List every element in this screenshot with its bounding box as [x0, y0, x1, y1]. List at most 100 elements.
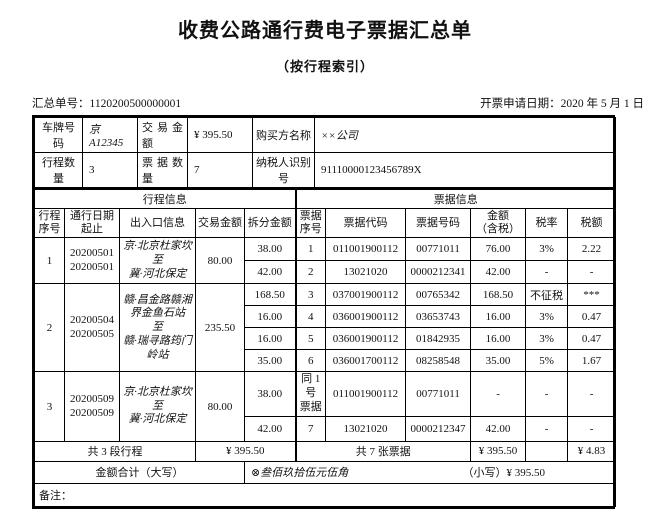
trip-amount-cell: 80.00: [195, 237, 245, 285]
col-header-code: 票据代码: [325, 207, 407, 239]
ticket-split-cell: 168.50: [243, 283, 297, 307]
ticket-tax-cell: -: [567, 371, 617, 417]
ticket-number-cell: 0000212347: [405, 415, 472, 442]
ticket-seq-cell: 6: [294, 349, 327, 373]
trip-ticket-table: 行程信息 票据信息 行程 序号 通行日期 起止 出入口信息 交易金额 拆分金额 …: [33, 189, 617, 507]
info-row-1: 车牌号码 京 A12345 交易金额 ¥ 395.50 购买方名称 ××公司: [34, 117, 616, 153]
trip-route-cell: 京·北京杜家坎 至 冀·河北保定: [119, 371, 196, 442]
buyer-info-table: 车牌号码 京 A12345 交易金额 ¥ 395.50 购买方名称 ××公司 行…: [34, 117, 616, 189]
table-row: 3 20200509 20200509 京·北京杜家坎 至 冀·河北保定 80.…: [34, 371, 617, 442]
ticket-amount-cell: 168.50: [470, 283, 527, 307]
ticket-rate-cell: -: [525, 371, 569, 417]
grand-total-row: 金额合计（大写） ⊗叁佰玖拾伍元伍角 （小写）¥ 395.50: [34, 460, 617, 484]
grand-total-content: ⊗叁佰玖拾伍元伍角 （小写）¥ 395.50: [243, 460, 617, 484]
ticket-count-value: 7: [187, 152, 253, 189]
col-header-number: 票据号码: [405, 207, 472, 239]
ticket-rate-cell: -: [525, 415, 569, 442]
ticket-tax-cell: -: [567, 260, 617, 285]
amount-in-figures: （小写）¥ 395.50: [462, 467, 546, 480]
ticket-number-cell: 00771011: [405, 371, 472, 417]
trip-seq-cell: 3: [34, 371, 65, 442]
col-header-split: 拆分金额: [243, 207, 297, 239]
invoice-table-frame: 车牌号码 京 A12345 交易金额 ¥ 395.50 购买方名称 ××公司 行…: [32, 115, 617, 509]
ticket-split-cell: 42.00: [243, 415, 297, 442]
ticket-tax-cell: 0.47: [567, 305, 617, 329]
trip-dates-cell: 20200504 20200505: [64, 283, 120, 373]
ticket-seq-cell: 4: [294, 305, 327, 329]
ticket-amount-cell: 42.00: [470, 260, 527, 285]
table-row: 2 20200504 20200505 赣·昌金路赣湘 界金鱼石站 至 赣·瑞寻…: [34, 283, 617, 373]
ticket-number-cell: 08258548: [405, 349, 472, 373]
summary-number-label: 汇总单号：: [32, 98, 90, 110]
col-header-amount: 交易金额: [195, 207, 245, 239]
ticket-rate-cell: 5%: [525, 349, 569, 373]
ticket-rate-cell: 3%: [525, 305, 569, 329]
ticket-code-cell: 011001900112: [325, 237, 407, 262]
ticket-rate-cell: 3%: [525, 327, 569, 351]
issue-date-label: 开票申请日期：: [480, 98, 561, 110]
amount-in-words: ⊗叁佰玖拾伍元伍角: [251, 467, 349, 480]
ticket-amount-cell: 35.00: [470, 349, 527, 373]
section-header-row: 行程信息 票据信息: [33, 189, 617, 209]
ticket-tax-cell: -: [567, 415, 617, 442]
tickets-amount-total-cell: ¥ 395.50: [470, 440, 527, 462]
ticket-split-cell: 38.00: [243, 371, 297, 417]
ticket-count-label: 票据数量: [137, 152, 188, 189]
ticket-amount-cell: 42.00: [470, 415, 527, 442]
table-row: 16.00 5 036001900112 01842935 16.00 3% 0…: [35, 327, 617, 351]
ticket-code-cell: 13021020: [325, 260, 407, 285]
tickets-total-cell: 共 7 张票据: [294, 440, 472, 462]
page-title: 收费公路通行费电子票据汇总单: [178, 20, 472, 42]
info-row-2: 行程数量 3 票据数量 7 纳税人识别号 91110000123456789X: [34, 152, 616, 189]
trip-count-label: 行程数量: [34, 152, 83, 189]
ticket-code-cell: 036001700112: [325, 349, 407, 373]
ticket-number-cell: 00771011: [405, 237, 472, 262]
plate-label: 车牌号码: [34, 117, 83, 153]
col-header-tax: 税额: [567, 207, 617, 239]
ticket-split-cell: 16.00: [243, 305, 297, 329]
trips-amount-total-cell: ¥ 395.50: [194, 440, 297, 462]
table-row: 1 20200501 20200501 京·北京杜家坎 至 冀·河北保定 80.…: [34, 237, 617, 285]
issue-date: 开票申请日期：2020 年 5 月 1 日: [480, 95, 644, 111]
trip-route-cell: 赣·昌金路赣湘 界金鱼石站 至 赣·瑞寻路筠门 岭站: [119, 283, 196, 373]
issue-date-value: 2020 年 5 月 1 日: [560, 98, 644, 110]
page-subtitle: （按行程索引）: [275, 59, 374, 74]
ticket-amount-cell: 76.00: [470, 237, 527, 262]
ticket-seq-cell: 5: [294, 327, 327, 351]
ticket-tax-cell: 1.67: [567, 349, 617, 373]
trip-dates-cell: 20200501 20200501: [64, 237, 120, 285]
ticket-code-cell: 036001900112: [325, 305, 407, 329]
ticket-rate-cell: -: [525, 260, 569, 285]
buyer-value: ××公司: [314, 117, 616, 153]
rate-total-empty-cell: [525, 440, 569, 462]
ticket-code-cell: 036001900112: [325, 327, 407, 351]
ticket-seq-cell: 2: [294, 260, 327, 285]
ticket-tax-cell: ***: [567, 283, 617, 307]
remarks-cell: 备注：: [33, 482, 617, 507]
trip-info-section-header: 行程信息: [33, 189, 297, 209]
ticket-info-section-header: 票据信息: [294, 189, 617, 209]
ticket-number-cell: 0000212341: [405, 260, 472, 285]
col-header-rate: 税率: [525, 207, 569, 239]
tax-total-cell: ¥ 4.83: [567, 440, 617, 462]
column-header-row: 行程 序号 通行日期 起止 出入口信息 交易金额 拆分金额 票据 序号 票据代码…: [34, 207, 617, 239]
ticket-rate-cell: 不征税: [525, 283, 569, 307]
meta-line: 汇总单号：1120200500000001 开票申请日期：2020 年 5 月 …: [32, 95, 644, 111]
trip-seq-cell: 1: [34, 237, 65, 285]
ticket-split-cell: 42.00: [243, 260, 297, 285]
buyer-label: 购买方名称: [252, 117, 315, 153]
trips-total-cell: 共 3 段行程: [34, 440, 196, 462]
summary-row: 共 3 段行程 ¥ 395.50 共 7 张票据 ¥ 395.50 ¥ 4.83: [34, 440, 617, 462]
trip-amount-cell: 80.00: [195, 371, 245, 442]
col-header-date-range: 通行日期 起止: [64, 207, 120, 239]
ticket-amount-cell: 16.00: [470, 327, 527, 351]
ticket-seq-cell: 同 1 号 票据: [294, 371, 327, 417]
ticket-split-cell: 38.00: [243, 237, 297, 262]
transaction-amount-value: ¥ 395.50: [187, 117, 253, 153]
col-header-ticket-seq: 票据 序号: [294, 207, 327, 239]
plate-value: 京 A12345: [82, 117, 138, 153]
taxid-value: 91110000123456789X: [314, 152, 616, 189]
ticket-number-cell: 00765342: [405, 283, 472, 307]
table-row: 35.00 6 036001700112 08258548 35.00 5% 1…: [35, 349, 617, 373]
